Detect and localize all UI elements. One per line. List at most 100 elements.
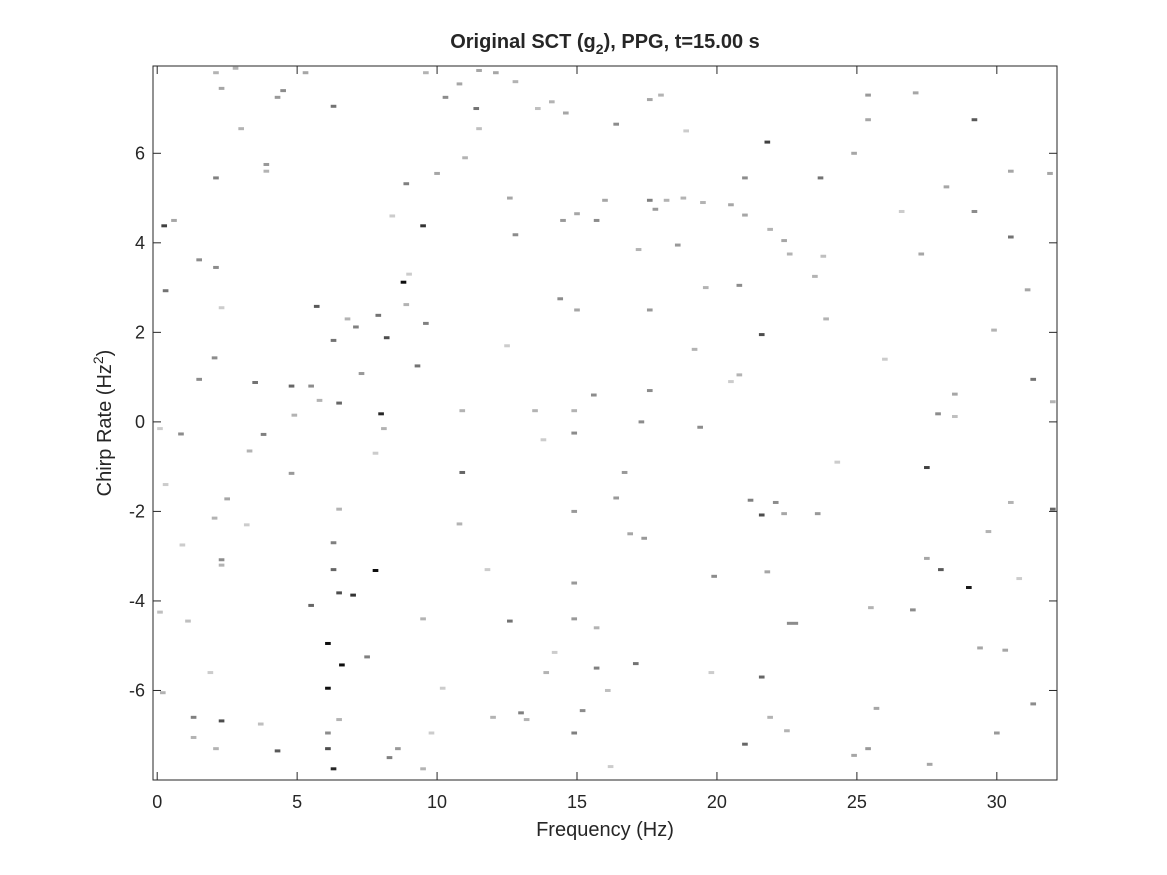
heatmap-cell [579,709,586,713]
y-tick-label: -2 [129,501,145,521]
heatmap-cell [403,303,410,307]
x-tick-label: 25 [847,792,867,812]
heatmap-cell [823,317,829,321]
heatmap-cell [635,248,642,252]
heatmap-cell [263,169,270,173]
heatmap-cell [767,715,773,719]
heatmap-cell [971,209,978,213]
heatmap-cell [767,227,773,231]
heatmap-cell [926,762,933,766]
heatmap-cell [291,413,298,417]
heatmap-cell [532,409,538,413]
heatmap-cell [263,162,270,166]
y-axis-label-suffix: ) [94,350,116,357]
heatmap-cell [557,297,564,301]
chart-title-suffix: ), PPG, t=15.00 s [604,31,760,53]
heatmap-cell [308,603,314,607]
heatmap-cell [414,364,421,368]
heatmap-cell [190,735,197,739]
heatmap-cell [353,325,359,329]
heatmap-cell [375,313,382,317]
y-tick-label: -4 [129,591,145,611]
heatmap-cell [381,427,387,431]
heatmap-cell [697,425,703,429]
heatmap-cell [507,196,513,200]
heatmap-cell [395,747,401,751]
heatmap-cell [243,523,250,527]
heatmap-cell [786,252,793,256]
heatmap-cell [490,715,496,719]
heatmap-cell [344,317,351,321]
heatmap-cell [638,420,645,424]
heatmap-cell [924,556,930,560]
heatmap-cell [456,82,463,86]
heatmap-cell [549,100,555,104]
heatmap-cell [423,71,429,75]
heatmap-cell [700,201,706,205]
heatmap-cell [882,357,888,361]
heatmap-cell [330,568,337,572]
heatmap-cell [288,471,295,475]
y-axis-label-superscript: 2 [90,356,106,364]
heatmap-cell [218,86,225,90]
heatmap-cell [1002,648,1009,652]
heatmap-cell [218,719,225,723]
heatmap-cell [386,756,393,760]
heatmap-cell [442,95,449,99]
heatmap-cell [157,427,163,431]
heatmap-cell [680,196,687,200]
heatmap-cell [551,650,558,654]
heatmap-cell [781,512,787,516]
heatmap-cell [641,536,648,540]
heatmap-cell [462,156,468,160]
heatmap-cell [683,129,689,133]
heatmap-cell [758,675,765,679]
axes-frame [152,65,1058,781]
heatmap-cell [898,209,905,213]
heatmap-cell [851,753,857,757]
heatmap-cell [325,686,331,690]
y-tick-label: 2 [135,322,145,342]
heatmap-cell [316,398,323,402]
heatmap-cell [613,496,620,500]
heatmap-cell [772,500,779,504]
heatmap-cell [646,389,653,393]
heatmap-cell [260,432,267,436]
heatmap-cell [403,182,410,186]
heatmap-cell [674,243,681,247]
heatmap-cell [571,581,578,585]
heatmap-cell [593,218,600,222]
heatmap-cell [330,767,337,771]
heatmap-cell [966,586,972,590]
heatmap-cell [935,412,941,416]
heatmap-cell [325,731,331,735]
heatmap-cell [543,671,550,675]
heatmap-cell [213,71,219,75]
heatmap-cell [190,715,197,719]
heatmap-cell [280,89,286,93]
y-tick-label: 4 [135,233,145,253]
heatmap-cell [473,107,480,111]
heatmap-cell [196,258,202,262]
heatmap-cell [406,272,412,276]
heatmap-cell [378,412,384,416]
plot-background [153,66,1057,780]
x-axis-label: Frequency (Hz) [536,819,674,841]
heatmap-cell [952,415,958,419]
heatmap-cell [758,333,765,337]
heatmap-cell [423,321,429,325]
heatmap-cell [400,280,407,284]
heatmap-cells [157,66,1056,771]
heatmap-cell [868,606,874,610]
chart-title-main: Original SCT (g [450,31,596,53]
heatmap-cell [627,532,634,536]
heatmap-cell [1024,288,1031,292]
heatmap-cell [658,93,664,97]
heatmap-cell [865,747,871,751]
heatmap-cell [571,431,578,435]
heatmap-cell [652,207,659,211]
heatmap-cell [728,380,734,384]
x-tick-label: 0 [152,792,162,812]
heatmap-cell [910,608,916,612]
